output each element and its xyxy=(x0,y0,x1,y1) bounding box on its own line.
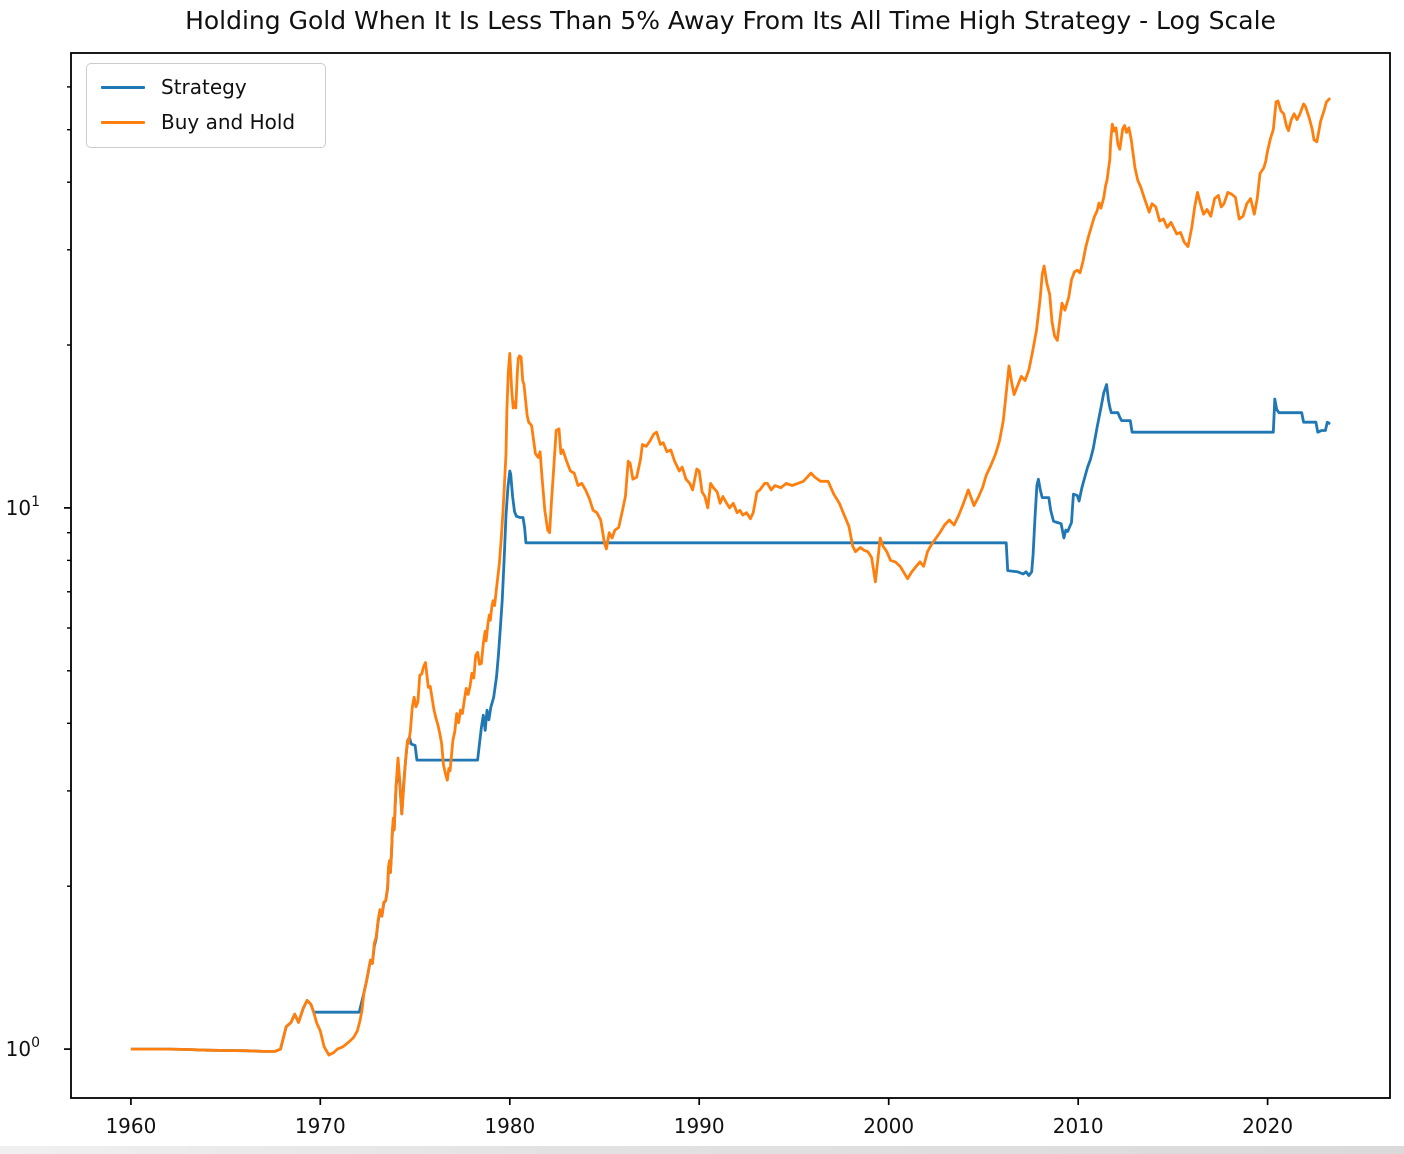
plot-background xyxy=(71,53,1390,1098)
x-axis-tick-labels: 1960 1970 1980 1990 2000 2010 2020 xyxy=(105,1114,1293,1138)
legend-item-buy-and-hold: Buy and Hold xyxy=(101,109,311,135)
legend-item-strategy: Strategy xyxy=(101,74,311,100)
y-tick-label: 100 xyxy=(6,1035,40,1061)
series-lines xyxy=(130,97,1332,1057)
plot-border xyxy=(70,52,1391,1099)
x-tick-label: 2020 xyxy=(1242,1114,1293,1138)
x-tick-label: 1980 xyxy=(484,1114,535,1138)
legend-label-buy-and-hold: Buy and Hold xyxy=(161,110,296,134)
x-tick-label: 2010 xyxy=(1053,1114,1104,1138)
x-axis-ticks xyxy=(130,1098,1269,1105)
x-tick-label: 1990 xyxy=(674,1114,725,1138)
x-tick-label: 1970 xyxy=(295,1114,346,1138)
chart-title: Holding Gold When It Is Less Than 5% Awa… xyxy=(185,6,1276,35)
buy-and-hold-line-swatch xyxy=(101,120,145,124)
x-tick-label: 2000 xyxy=(863,1114,914,1138)
y-axis-major-ticks xyxy=(64,507,71,1050)
y-axis-tick-labels: 100 101 xyxy=(6,494,40,1061)
strategy-line-swatch xyxy=(101,85,145,89)
x-tick-label: 1960 xyxy=(105,1114,156,1138)
legend: Strategy Buy and Hold xyxy=(86,63,326,148)
buy-and-hold-line xyxy=(130,97,1332,1057)
legend-label-strategy: Strategy xyxy=(161,75,247,99)
y-tick-label: 101 xyxy=(6,494,40,520)
screenshot-edge-band xyxy=(0,1146,1404,1154)
